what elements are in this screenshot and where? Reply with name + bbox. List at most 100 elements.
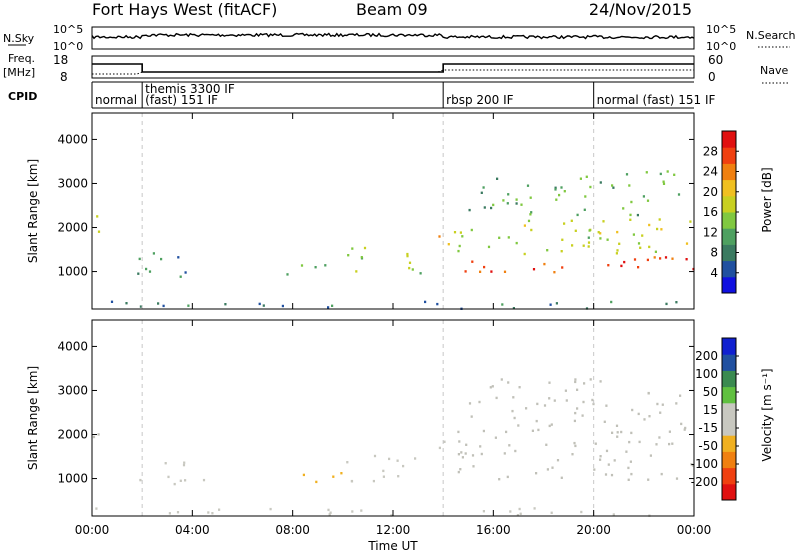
heatmap-cell — [665, 302, 668, 306]
heatmap-cell — [599, 232, 602, 235]
heatmap-cell — [480, 452, 483, 456]
heatmap-cell — [611, 431, 614, 434]
heatmap-cell — [95, 507, 98, 510]
heatmap-cell — [659, 257, 662, 260]
heatmap-cell — [414, 457, 417, 460]
heatmap-cell — [373, 454, 377, 458]
x-tick-label: 20:00 — [576, 523, 611, 537]
heatmap-cell — [574, 444, 577, 448]
heatmap-cell — [461, 456, 464, 459]
heatmap-cell — [691, 464, 694, 467]
heatmap-cell — [424, 300, 427, 304]
x-tick-label: 16:00 — [476, 523, 511, 537]
heatmap-cell — [582, 400, 585, 404]
heatmap-cell — [461, 235, 464, 238]
nave-label: Nave — [760, 64, 788, 77]
heatmap-cell — [574, 378, 577, 381]
heatmap-cell — [351, 247, 354, 250]
nsky-series-line — [91, 32, 695, 40]
heatmap-cell — [315, 480, 318, 484]
heatmap-cell — [502, 199, 505, 202]
heatmap-cell — [262, 304, 265, 307]
heatmap-cell — [602, 220, 605, 223]
heatmap-cell — [507, 193, 510, 196]
power-heatmap — [96, 113, 695, 310]
heatmap-cell — [503, 452, 506, 455]
nsky-label: N.Sky — [3, 32, 35, 45]
colorbar-swatch — [722, 435, 736, 452]
velocity-ylabel: Slant Range [km] — [26, 366, 40, 470]
heatmap-cell — [168, 512, 171, 515]
heatmap-cell — [587, 245, 590, 248]
heatmap-cell — [152, 252, 155, 255]
heatmap-cell — [659, 172, 662, 176]
heatmap-cell — [487, 245, 491, 249]
heatmap-cell — [615, 424, 619, 427]
heatmap-cell — [529, 196, 532, 199]
heatmap-cell — [647, 478, 650, 481]
heatmap-cell — [382, 469, 385, 473]
heatmap-cell — [625, 173, 629, 176]
nsky-tick-high: 10^5 — [53, 23, 83, 36]
heatmap-cell — [683, 428, 686, 431]
heatmap-cell — [587, 236, 590, 239]
heatmap-cell — [218, 508, 221, 511]
heatmap-cell — [587, 241, 591, 244]
heatmap-cell — [490, 270, 493, 273]
heatmap-cell — [599, 181, 602, 184]
heatmap-cell — [470, 415, 473, 418]
heatmap-cell — [436, 302, 439, 306]
heatmap-cell — [561, 266, 564, 269]
heatmap-cell — [173, 482, 176, 486]
heatmap-cell — [518, 507, 521, 511]
heatmap-cell — [563, 222, 566, 225]
heatmap-cell — [629, 460, 632, 463]
heatmap-cell — [457, 430, 460, 434]
nsearch-label: N.Search — [746, 29, 796, 42]
nave-tick-low: 0 — [708, 70, 716, 84]
colorbar-swatch — [722, 179, 736, 197]
heatmap-cell — [179, 479, 182, 482]
heatmap-cell — [458, 244, 461, 248]
cpid-segment-label: normal (fast) 151 IF — [597, 93, 716, 107]
x-tick-label: 08:00 — [275, 523, 310, 537]
heatmap-cell — [689, 220, 692, 223]
heatmap-cell — [555, 302, 558, 305]
heatmap-cell — [675, 402, 678, 405]
colorbar-swatch — [722, 147, 736, 164]
cpid-segment-label: (fast) 151 IF — [145, 93, 218, 107]
heatmap-cell — [620, 264, 623, 268]
colorbar-tick-label: -200 — [691, 475, 718, 489]
heatmap-cell — [314, 266, 317, 269]
heatmap-cell — [546, 468, 549, 471]
heatmap-cell — [96, 215, 99, 218]
heatmap-cell — [382, 475, 385, 478]
heatmap-cell — [517, 424, 520, 427]
heatmap-cell — [464, 270, 467, 273]
heatmap-cell — [360, 509, 363, 512]
heatmap-cell — [560, 476, 563, 479]
power-colorbar: 4 8 12 16 20 24 28 — [703, 130, 739, 294]
heatmap-cell — [649, 454, 652, 457]
heatmap-cell — [97, 433, 100, 436]
heatmap-cell — [515, 198, 518, 201]
heatmap-cell — [604, 473, 608, 476]
heatmap-cell — [627, 466, 630, 470]
heatmap-cell — [690, 463, 693, 466]
heatmap-cell — [495, 396, 498, 400]
heatmap-cell — [662, 180, 665, 183]
heatmap-cell — [576, 213, 579, 217]
heatmap-cell — [187, 304, 190, 307]
heatmap-cell — [457, 470, 460, 474]
heatmap-cell — [589, 378, 592, 381]
heatmap-cell — [512, 396, 515, 399]
heatmap-cell — [162, 304, 165, 308]
heatmap-cell — [653, 256, 656, 259]
freq-series-line — [92, 63, 694, 73]
heatmap-cell — [584, 195, 587, 198]
heatmap-cell — [468, 208, 471, 212]
heatmap-cell — [616, 431, 619, 434]
heatmap-cell — [659, 411, 662, 414]
heatmap-cell — [660, 472, 663, 476]
heatmap-cell — [535, 419, 538, 423]
